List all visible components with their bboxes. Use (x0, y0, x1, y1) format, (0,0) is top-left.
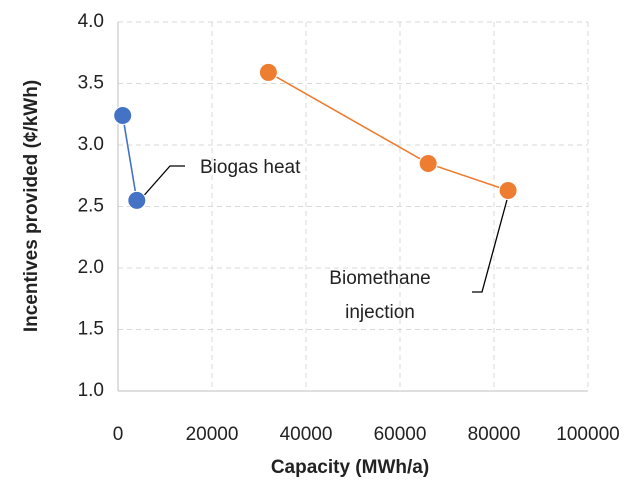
x-tick-label: 20000 (186, 424, 239, 445)
point (498, 181, 518, 201)
x-tick-label: 60000 (374, 424, 427, 445)
y-tick-label: 4.0 (78, 11, 104, 32)
leader-line (139, 165, 185, 201)
x-tick-label: 40000 (280, 424, 333, 445)
y-tick-label: 2.5 (78, 196, 104, 217)
series-line (121, 115, 138, 201)
annotation: Biomethane injection (329, 268, 431, 323)
x-axis-title: Capacity (MWh/a) (271, 457, 429, 478)
leader-line (472, 195, 509, 293)
y-axis-title: Incentives provided (¢/kWh) (21, 80, 42, 332)
point (258, 62, 278, 82)
annotation: Biogas heat (200, 157, 301, 178)
x-tick-label: 80000 (468, 424, 521, 445)
x-tick-label: 100000 (556, 424, 619, 445)
point (127, 190, 147, 210)
y-tick-label: 2.0 (78, 257, 104, 278)
y-tick-label: 3.5 (78, 73, 104, 94)
x-tick-label: 0 (113, 424, 124, 445)
y-tick-label: 3.0 (78, 134, 104, 155)
y-tick-label: 1.5 (78, 319, 104, 340)
series-line (268, 71, 509, 192)
point (113, 105, 133, 125)
point (418, 153, 438, 173)
y-tick-label: 1.0 (78, 380, 104, 401)
